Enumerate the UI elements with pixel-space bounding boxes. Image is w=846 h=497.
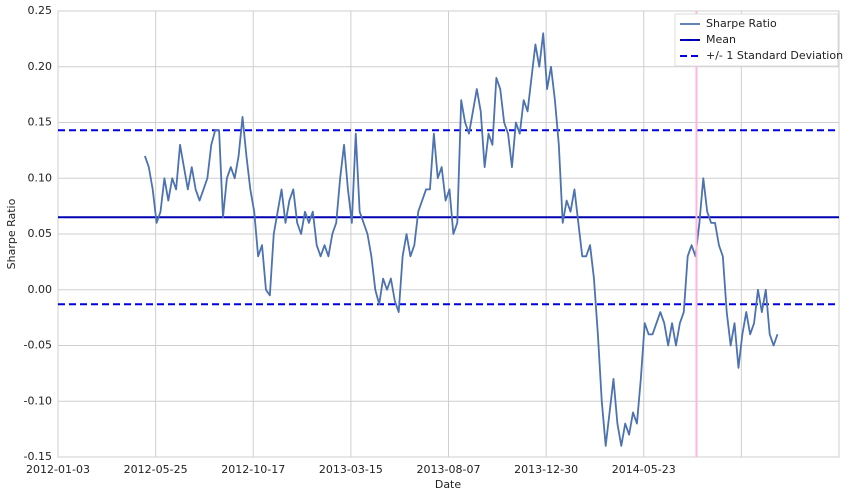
plot-frame	[57, 10, 840, 458]
y-tick-label: -0.05	[24, 339, 52, 352]
x-tick-label: 2012-10-17	[221, 463, 285, 476]
x-axis-label: Date	[435, 478, 462, 491]
x-tick-label: 2013-03-15	[319, 463, 383, 476]
x-tick-label: 2014-05-23	[612, 463, 676, 476]
x-tick-label: 2012-05-25	[124, 463, 188, 476]
y-tick-label: 0.10	[28, 171, 53, 184]
legend-label: Mean	[706, 33, 736, 46]
y-tick-label: -0.15	[24, 450, 52, 463]
legend-label: Sharpe Ratio	[706, 17, 777, 30]
legend-box	[674, 13, 839, 67]
y-tick-label: 0.15	[28, 116, 53, 129]
legend-label: +/- 1 Standard Deviation	[706, 49, 843, 62]
x-tick-label: 2013-08-07	[417, 463, 481, 476]
data-line	[144, 32, 779, 447]
y-tick-label: -0.10	[24, 394, 52, 407]
y-axis-label: Sharpe Ratio	[5, 198, 18, 269]
x-tick-label: 2013-12-30	[514, 463, 578, 476]
x-tick-label: 2012-01-03	[26, 463, 90, 476]
y-tick-label: 0.20	[28, 60, 53, 73]
y-tick-label: 0.25	[28, 4, 53, 17]
y-tick-label: 0.05	[28, 227, 53, 240]
y-tick-label: 0.00	[28, 283, 53, 296]
